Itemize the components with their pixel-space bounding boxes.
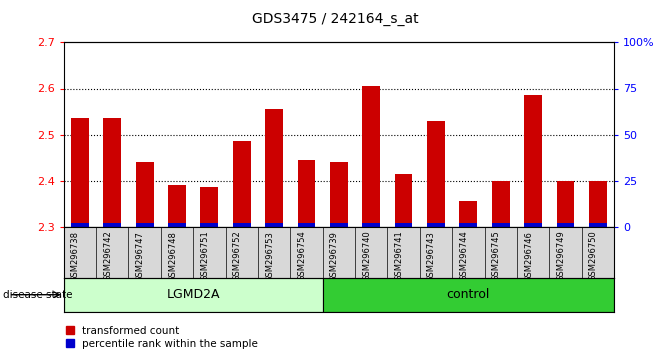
Bar [427,223,445,227]
Text: disease state: disease state [3,290,73,300]
Bar [64,278,323,312]
Bar [71,118,89,227]
Text: GSM296741: GSM296741 [395,231,403,281]
Bar [589,181,607,227]
Text: GSM296748: GSM296748 [168,231,177,281]
Bar [103,223,121,227]
Bar [201,223,218,227]
Bar [427,121,445,227]
Bar [589,223,607,227]
Text: GSM296739: GSM296739 [330,231,339,281]
Text: GSM296745: GSM296745 [492,231,501,281]
Bar [460,201,477,227]
Bar [460,223,477,227]
Bar [233,141,251,227]
Bar [136,223,154,227]
Bar [265,109,283,227]
Bar [524,96,542,227]
Text: GSM296738: GSM296738 [71,231,80,282]
Text: GDS3475 / 242164_s_at: GDS3475 / 242164_s_at [252,12,419,27]
Text: GSM296749: GSM296749 [556,231,566,281]
Bar [298,160,315,227]
Bar [265,223,283,227]
Bar [323,278,614,312]
Bar [492,223,509,227]
Bar [330,223,348,227]
Bar [71,223,89,227]
Bar [168,185,186,227]
Text: GSM296751: GSM296751 [201,231,209,281]
Text: GSM296750: GSM296750 [588,231,598,281]
Bar [136,162,154,227]
Bar [556,181,574,227]
Bar [362,86,380,227]
Legend: transformed count, percentile rank within the sample: transformed count, percentile rank withi… [66,326,258,349]
Text: GSM296740: GSM296740 [362,231,371,281]
Bar [492,181,509,227]
Bar [233,223,251,227]
Bar [556,223,574,227]
Bar [395,173,413,227]
Bar [201,188,218,227]
Text: GSM296754: GSM296754 [297,231,307,281]
Text: GSM296747: GSM296747 [136,231,145,281]
Text: GSM296743: GSM296743 [427,231,436,281]
Bar [330,162,348,227]
Text: LGMD2A: LGMD2A [166,288,220,301]
Text: GSM296746: GSM296746 [524,231,533,281]
Text: GSM296752: GSM296752 [233,231,242,281]
Bar [298,223,315,227]
Bar [168,223,186,227]
Bar [524,223,542,227]
Bar [103,118,121,227]
Text: GSM296742: GSM296742 [103,231,112,281]
Bar [362,223,380,227]
Bar [395,223,413,227]
Text: GSM296753: GSM296753 [265,231,274,281]
Text: control: control [447,288,490,301]
Text: GSM296744: GSM296744 [460,231,468,281]
